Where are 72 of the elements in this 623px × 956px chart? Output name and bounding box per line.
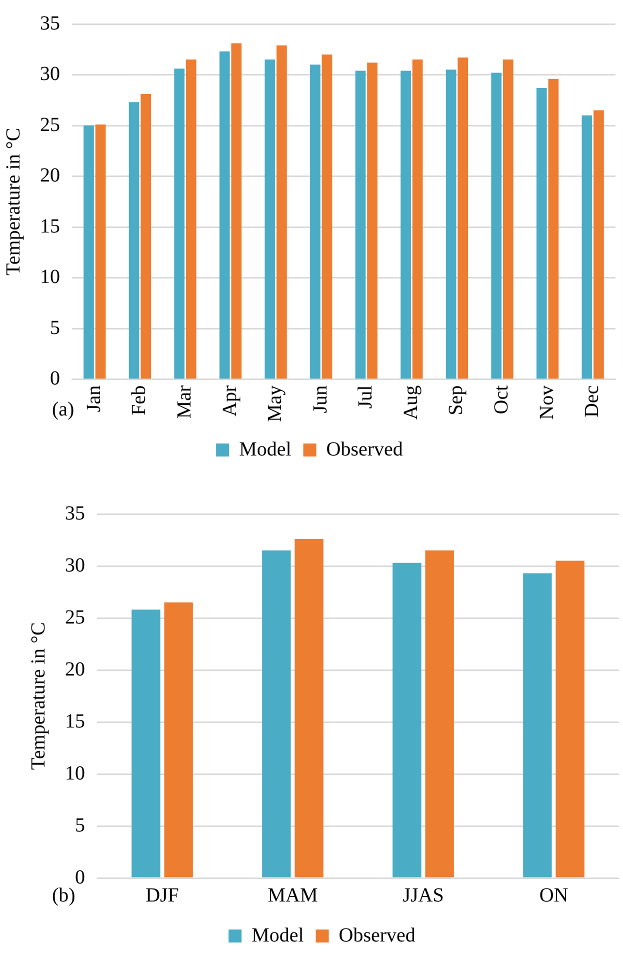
y-tick-label: 15: [40, 215, 60, 238]
bar: [392, 562, 422, 878]
y-tick-label: 0: [75, 866, 85, 888]
bar: [322, 54, 332, 379]
x-tick-label: MAM: [268, 884, 318, 906]
bar: [582, 115, 592, 379]
bar: [502, 60, 514, 379]
y-tick-label: 30: [40, 63, 60, 86]
bar: [262, 550, 291, 878]
legend-label: Model: [252, 924, 304, 946]
y-tick-label: 15: [65, 710, 85, 732]
x-tick-label: Jul: [354, 384, 377, 409]
bar: [231, 43, 242, 379]
bar: [425, 550, 454, 878]
legend-label: Observed: [326, 438, 403, 460]
x-tick-label: Apr: [218, 385, 241, 416]
bar: [367, 62, 378, 379]
x-tick-label: Sep: [445, 385, 468, 416]
text: (b): [52, 884, 76, 906]
x-tick-label: Feb: [128, 385, 150, 416]
y-tick-label: 35: [65, 502, 85, 524]
x-tick-label: May: [264, 385, 286, 422]
bar: [276, 45, 287, 379]
y-tick-label: 20: [40, 164, 60, 187]
y-tick-label: 10: [65, 762, 85, 784]
x-tick-label: Oct: [490, 384, 513, 414]
y-tick-label: 20: [65, 658, 85, 680]
bar: [264, 60, 276, 379]
x-tick-label: Aug: [400, 385, 422, 420]
y-tick-label: 0: [50, 368, 60, 390]
bar: [140, 94, 152, 379]
legend-label: Model: [239, 438, 292, 460]
bar: [446, 70, 456, 379]
bar: [491, 72, 502, 379]
bar: [310, 64, 320, 379]
bar: [355, 70, 366, 379]
bar: [128, 102, 140, 379]
y-tick-label: 30: [65, 554, 85, 576]
bar: [548, 78, 559, 379]
bar: [186, 60, 196, 379]
x-tick-label: Mar: [173, 385, 196, 419]
bar: [400, 70, 411, 379]
x-tick-label: Jan: [82, 385, 105, 412]
y-axis-title: Temperature in °C: [27, 622, 50, 770]
bar: [536, 88, 547, 379]
bar: [164, 602, 193, 878]
bar: [294, 538, 324, 878]
bar: [95, 124, 106, 379]
x-tick-label: Jun: [309, 385, 332, 414]
y-tick-label: 35: [40, 12, 60, 34]
y-tick-label: 25: [40, 114, 60, 136]
bar: [132, 610, 160, 878]
bar: [84, 126, 94, 379]
x-tick-label: Nov: [536, 385, 558, 420]
legend-label: Observed: [338, 924, 416, 946]
bar: [412, 60, 423, 379]
bar: [458, 58, 468, 379]
bar: [594, 110, 604, 379]
x-tick-label: DJF: [146, 884, 179, 906]
bar: [219, 51, 230, 379]
bar: [174, 68, 185, 379]
x-tick-label: Dec: [581, 385, 604, 418]
x-tick-label: ON: [539, 884, 568, 906]
y-tick-label: 10: [40, 266, 60, 288]
y-tick-label: 5: [75, 814, 85, 836]
bar: [556, 560, 584, 878]
y-axis-title: Temperature in °C: [2, 128, 24, 276]
y-tick-label: 5: [50, 316, 60, 339]
y-tick-label: 25: [65, 606, 85, 628]
text: (a): [52, 398, 74, 420]
x-tick-label: JJAS: [402, 884, 444, 906]
bar: [523, 573, 552, 878]
